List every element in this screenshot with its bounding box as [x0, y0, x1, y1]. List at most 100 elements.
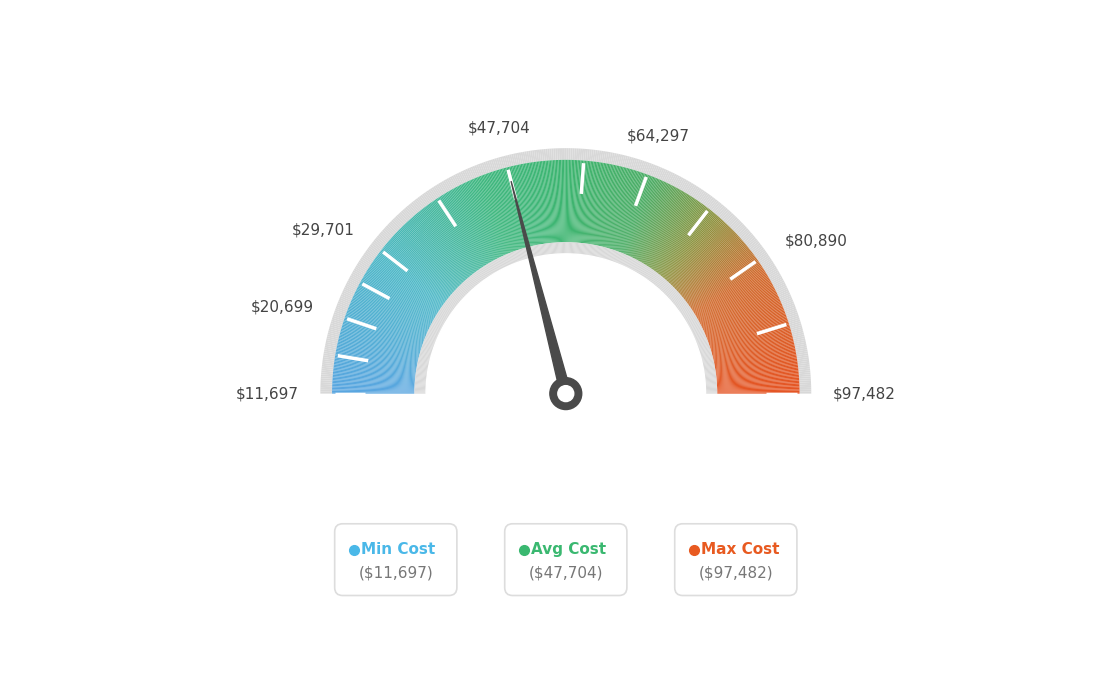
Wedge shape: [787, 314, 798, 319]
Wedge shape: [414, 386, 426, 388]
Wedge shape: [368, 248, 378, 256]
Wedge shape: [436, 315, 447, 322]
Wedge shape: [559, 160, 562, 242]
Wedge shape: [572, 242, 574, 254]
Wedge shape: [414, 390, 426, 391]
Wedge shape: [619, 175, 650, 253]
Wedge shape: [423, 208, 474, 274]
Wedge shape: [342, 324, 422, 350]
Wedge shape: [784, 305, 795, 310]
Wedge shape: [701, 194, 710, 204]
Wedge shape: [588, 149, 592, 161]
Wedge shape: [488, 263, 495, 274]
Wedge shape: [705, 389, 718, 391]
Wedge shape: [478, 270, 486, 279]
Wedge shape: [689, 322, 700, 328]
Wedge shape: [486, 174, 514, 251]
Wedge shape: [376, 235, 388, 244]
Wedge shape: [583, 161, 594, 244]
Wedge shape: [329, 328, 340, 333]
Wedge shape: [574, 148, 576, 160]
Wedge shape: [332, 384, 414, 388]
Wedge shape: [575, 160, 582, 243]
Wedge shape: [629, 181, 666, 257]
Wedge shape: [432, 323, 443, 329]
Wedge shape: [641, 191, 683, 263]
Wedge shape: [443, 194, 487, 265]
Wedge shape: [785, 308, 797, 314]
Wedge shape: [705, 197, 714, 208]
Wedge shape: [323, 355, 335, 359]
Wedge shape: [681, 308, 691, 316]
Wedge shape: [788, 319, 800, 325]
Wedge shape: [634, 159, 639, 170]
Circle shape: [550, 377, 582, 410]
Wedge shape: [538, 244, 541, 256]
Wedge shape: [797, 361, 809, 364]
Wedge shape: [792, 331, 804, 335]
Wedge shape: [718, 391, 799, 393]
Wedge shape: [355, 290, 431, 328]
Wedge shape: [596, 150, 599, 162]
Wedge shape: [585, 161, 596, 244]
Wedge shape: [711, 330, 792, 353]
Wedge shape: [571, 242, 572, 254]
Wedge shape: [693, 331, 704, 337]
Wedge shape: [445, 302, 455, 310]
Wedge shape: [510, 253, 516, 264]
Wedge shape: [437, 313, 447, 320]
Wedge shape: [364, 273, 436, 317]
Wedge shape: [396, 231, 457, 289]
Wedge shape: [651, 165, 657, 177]
Wedge shape: [703, 365, 714, 368]
Wedge shape: [637, 263, 644, 274]
Wedge shape: [673, 175, 680, 187]
Wedge shape: [521, 248, 526, 260]
Wedge shape: [487, 264, 493, 275]
Wedge shape: [527, 163, 541, 244]
Wedge shape: [333, 363, 416, 375]
Wedge shape: [647, 270, 655, 280]
Wedge shape: [490, 159, 496, 171]
Wedge shape: [599, 166, 619, 246]
Wedge shape: [480, 268, 488, 279]
Wedge shape: [709, 199, 718, 210]
Wedge shape: [667, 172, 673, 184]
Wedge shape: [332, 377, 415, 384]
Wedge shape: [566, 242, 567, 254]
Wedge shape: [352, 298, 427, 333]
Wedge shape: [466, 181, 502, 257]
Wedge shape: [634, 185, 672, 259]
Wedge shape: [551, 160, 558, 242]
Wedge shape: [475, 272, 484, 282]
Wedge shape: [488, 172, 517, 251]
Wedge shape: [415, 376, 427, 378]
Wedge shape: [582, 243, 584, 255]
Wedge shape: [776, 286, 787, 292]
Wedge shape: [378, 254, 445, 304]
Wedge shape: [594, 164, 611, 245]
Wedge shape: [667, 289, 676, 298]
Wedge shape: [703, 295, 778, 331]
Wedge shape: [339, 334, 420, 356]
Wedge shape: [577, 148, 581, 160]
Wedge shape: [423, 344, 434, 348]
Wedge shape: [406, 206, 416, 215]
Wedge shape: [703, 368, 715, 371]
Wedge shape: [652, 166, 659, 177]
Wedge shape: [421, 348, 433, 353]
Wedge shape: [501, 256, 508, 267]
Wedge shape: [513, 153, 518, 166]
Wedge shape: [716, 379, 799, 385]
Wedge shape: [694, 270, 765, 314]
Wedge shape: [431, 325, 442, 331]
Wedge shape: [761, 259, 772, 266]
Wedge shape: [581, 161, 591, 243]
Wedge shape: [635, 262, 641, 273]
Wedge shape: [367, 249, 376, 257]
Wedge shape: [449, 296, 459, 304]
Wedge shape: [344, 286, 355, 292]
Wedge shape: [476, 164, 482, 176]
Wedge shape: [512, 166, 532, 246]
Wedge shape: [534, 245, 538, 257]
